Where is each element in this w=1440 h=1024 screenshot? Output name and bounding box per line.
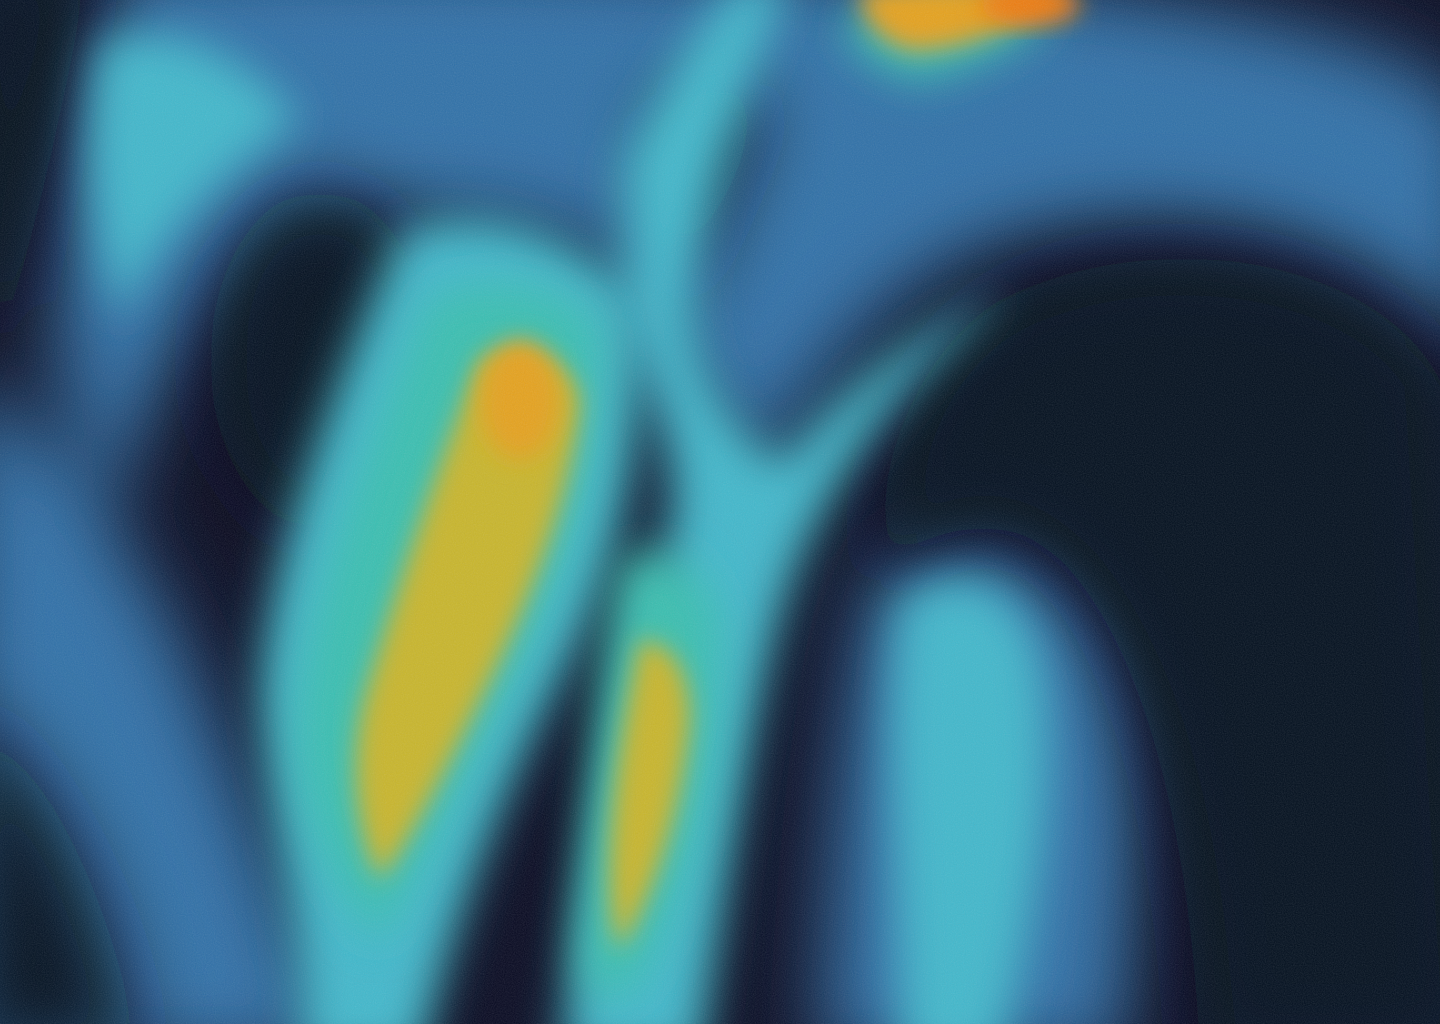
grain-overlay xyxy=(0,0,1440,1024)
abstract-fluid-artwork xyxy=(0,0,1440,1024)
